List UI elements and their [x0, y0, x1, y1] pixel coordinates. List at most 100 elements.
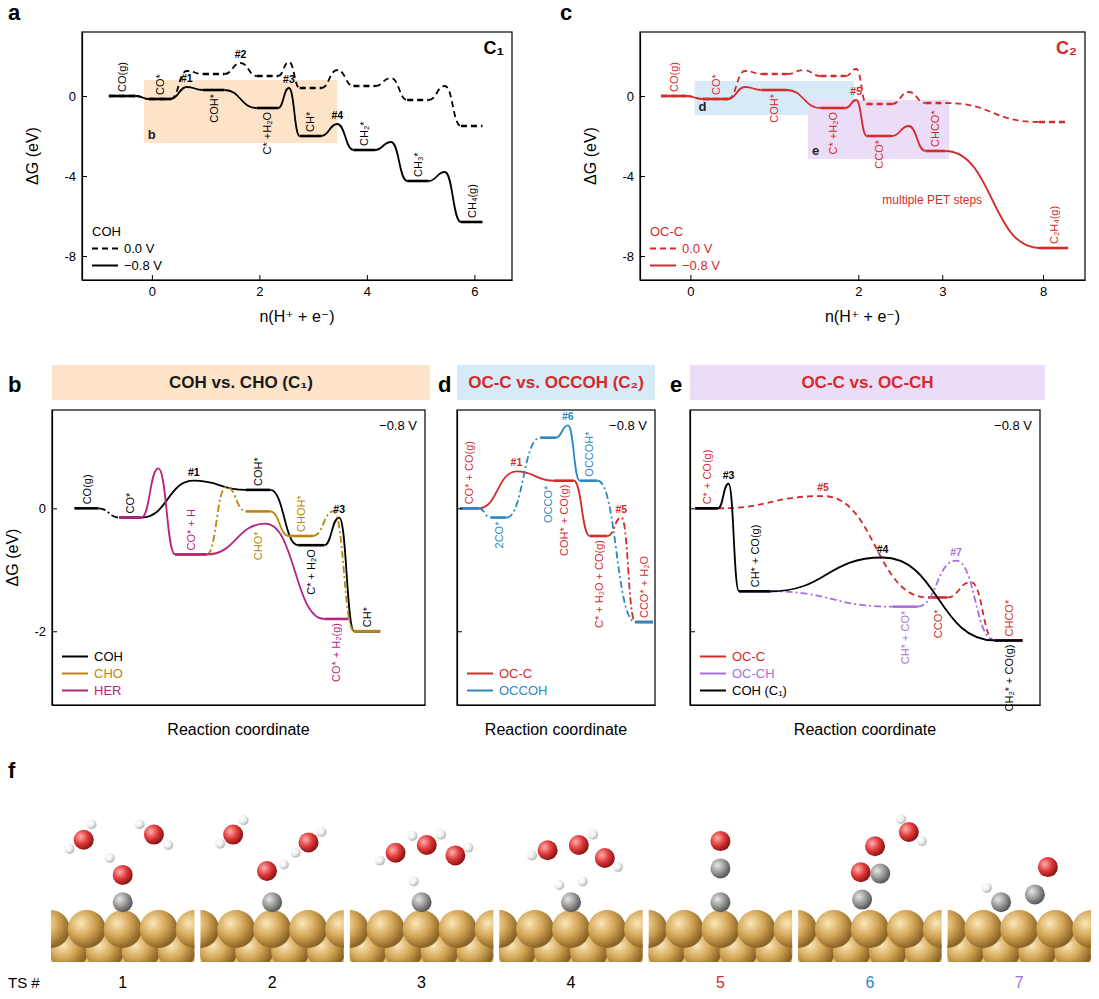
y-axis-line — [52, 411, 53, 706]
adsorbate-atom — [613, 862, 623, 872]
legend: OC-COC-CHCOH (C₁) — [700, 649, 787, 698]
y-axis-title: ΔG (eV) — [24, 127, 41, 185]
region-label: d — [699, 99, 707, 114]
series — [74, 481, 380, 632]
y-axis-title: ΔG (eV) — [582, 127, 599, 185]
y-tick — [457, 631, 462, 632]
state-label: CCO* — [932, 609, 944, 638]
state-level — [491, 516, 507, 519]
surface-atom — [887, 910, 925, 948]
adsorbate-atom — [262, 892, 282, 912]
state-label: CHCO* — [929, 110, 941, 147]
x-tick-mark — [690, 275, 691, 280]
state-label: CO* + H — [185, 509, 197, 550]
ts-image-content — [200, 815, 343, 962]
state-level — [703, 98, 728, 101]
y-tick: 0 — [627, 89, 645, 104]
ts-image-content — [51, 819, 194, 962]
state-level — [821, 107, 846, 110]
region-label: b — [148, 127, 156, 142]
state-label: C₂H₄(g) — [1048, 206, 1060, 244]
legend-label: OC-C — [499, 666, 532, 681]
panel-subtitle: C₂ — [1056, 38, 1077, 58]
adsorbate-atom — [527, 850, 537, 860]
surface-atom — [588, 910, 626, 948]
ts-row-title: TS # — [8, 974, 40, 991]
y-tick: 0 — [39, 501, 57, 516]
legend-swatch — [650, 265, 676, 267]
transition — [787, 90, 821, 108]
series — [460, 471, 653, 622]
transition-barrier — [313, 511, 354, 631]
y-tick-label: -4 — [64, 169, 76, 184]
y-tick: 0 — [69, 89, 87, 104]
legend-label: COH (C₁) — [732, 683, 787, 698]
y-axis-title: ΔG (eV) — [4, 529, 21, 587]
legend-swatch — [92, 265, 118, 267]
panel-header-box — [690, 365, 1045, 400]
legend-swatch — [62, 673, 88, 675]
y-axis: -8-40 — [64, 33, 87, 281]
transition-barrier — [718, 484, 739, 592]
y-axis — [690, 411, 695, 706]
adsorbate-atom — [239, 815, 249, 825]
state-label: COH* — [768, 93, 780, 122]
y-tick — [690, 631, 695, 632]
surface-atom — [701, 910, 739, 948]
state-label: CH₄(g) — [466, 184, 478, 218]
state-label: CCO* + H₂O — [638, 556, 650, 618]
state-label: CH* — [304, 111, 316, 132]
annotation: multiple PET steps — [882, 193, 982, 207]
state-label: CH₂* + CO(g) — [1003, 644, 1015, 711]
x-tick: 2 — [256, 275, 263, 299]
x-tick-mark — [367, 275, 368, 280]
state-level — [289, 535, 313, 538]
state-level — [461, 221, 483, 224]
adsorbate-atom — [588, 830, 598, 840]
ts-label: 7 — [1015, 974, 1024, 991]
panel-b: bCOH vs. CHO (C₁)-20Reaction coordinateΔ… — [4, 365, 430, 738]
adsorbate-atom — [279, 860, 289, 870]
x-tick-mark — [152, 275, 153, 280]
panel-c: c-8-400238n(H⁺ + e⁻)ΔG (eV)C₂OC-C0.0 V−0… — [560, 0, 1086, 325]
state-level — [893, 605, 918, 608]
legend-swatch — [700, 673, 726, 675]
y-axis-line — [457, 411, 458, 706]
barrier-label: #2 — [235, 48, 247, 60]
legend-swatch — [92, 248, 118, 250]
surface-atom — [475, 910, 494, 948]
surface-atom — [737, 910, 775, 948]
x-tick-label: 8 — [1040, 284, 1047, 299]
state-level — [149, 98, 171, 101]
y-tick-label: -8 — [622, 249, 634, 264]
surface-atom — [815, 910, 853, 948]
y-tick: -8 — [622, 249, 645, 264]
x-axis-line — [458, 705, 656, 706]
transition-barrier — [892, 126, 926, 151]
x-tick-label: 6 — [471, 284, 478, 299]
state-label: COH* — [208, 93, 220, 122]
x-tick-label: 3 — [939, 284, 946, 299]
state-level — [119, 516, 141, 519]
legend-label: CHO — [94, 666, 123, 681]
transition-barrier — [846, 69, 867, 104]
ts-image — [892, 857, 1099, 992]
x-tick-label: 2 — [256, 284, 263, 299]
transition-barrier — [947, 582, 994, 640]
adsorbate-atom — [386, 843, 406, 863]
transition-barrier — [556, 425, 580, 480]
y-tick — [457, 508, 462, 509]
state-label: C* +H₂O — [827, 112, 839, 155]
adsorbate-atom — [113, 892, 133, 912]
state-level — [540, 436, 556, 439]
transition — [771, 591, 894, 606]
legend-swatch — [62, 656, 88, 658]
panel-letter: d — [438, 372, 451, 397]
x-tick-label: 4 — [364, 284, 371, 299]
state-label: OCCO* — [542, 485, 554, 523]
y-tick-label: 0 — [39, 501, 46, 516]
state-level — [203, 73, 225, 76]
y-tick-mark — [640, 176, 645, 177]
surface-atom — [649, 910, 668, 948]
barrier-label: #1 — [188, 466, 200, 478]
